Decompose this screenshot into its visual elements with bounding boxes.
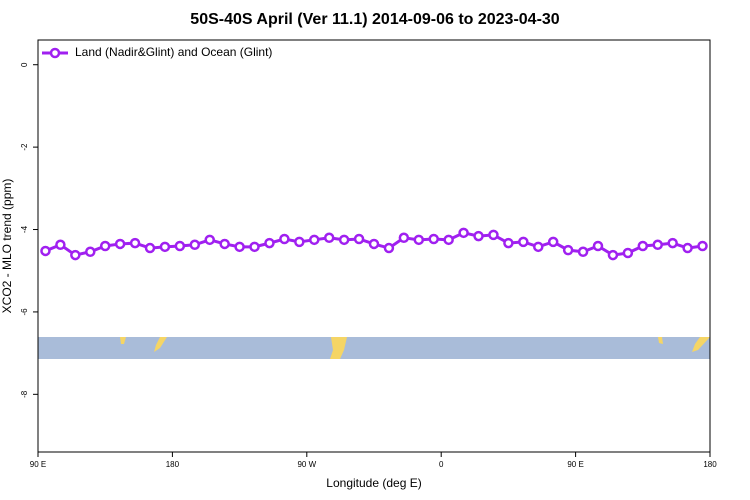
data-point (294, 236, 305, 248)
data-point (144, 242, 156, 254)
data-point (55, 239, 66, 251)
data-point (697, 240, 708, 252)
data-point (503, 237, 514, 249)
data-point (189, 239, 201, 251)
data-point (114, 238, 126, 250)
data-point (99, 240, 111, 252)
data-point (129, 237, 141, 249)
data-point (473, 230, 484, 242)
data-point (488, 229, 499, 241)
x-tick-label: 180 (166, 460, 180, 469)
data-point (368, 238, 380, 250)
legend-marker (49, 47, 61, 59)
data-point (85, 246, 96, 258)
y-tick-label: -8 (20, 390, 29, 398)
data-point (413, 234, 425, 246)
data-point (383, 242, 395, 254)
data-point (518, 236, 529, 248)
y-axis-label: XCO2 - MLO trend (ppm) (0, 179, 14, 314)
data-point (204, 234, 215, 246)
x-tick-label: 90 W (297, 460, 316, 469)
y-tick-label: -4 (20, 225, 29, 233)
data-point (40, 245, 51, 257)
data-point (667, 237, 678, 249)
x-axis-label: Longitude (deg E) (326, 476, 421, 490)
data-point (577, 246, 589, 258)
data-point (637, 240, 649, 252)
x-tick-label: 180 (703, 460, 717, 469)
data-point (159, 241, 171, 253)
data-point (592, 240, 604, 252)
plot-frame (37, 39, 711, 453)
data-point (652, 239, 663, 251)
data-point (249, 241, 260, 253)
data-point (428, 233, 439, 245)
x-tick-label: 90 E (30, 460, 46, 469)
y-tick-label: -2 (20, 143, 29, 151)
land-ocean-strip (38, 337, 710, 359)
data-point (607, 249, 619, 261)
data-point (458, 227, 469, 239)
legend-label: Land (Nadir&Glint) and Ocean (Glint) (75, 45, 272, 59)
x-tick-label: 0 (439, 460, 444, 469)
data-point (309, 234, 320, 246)
data-point (264, 237, 275, 249)
data-point (70, 249, 81, 261)
data-point (622, 247, 634, 259)
x-tick-label: 90 E (567, 460, 583, 469)
data-point (279, 233, 290, 245)
data-point (338, 234, 350, 246)
data-point (353, 233, 365, 245)
data-point (533, 241, 544, 253)
data-point (323, 232, 335, 244)
data-point (219, 238, 230, 250)
data-point (234, 241, 245, 253)
data-point (443, 234, 454, 246)
data-point (682, 242, 693, 254)
y-tick-label: 0 (20, 62, 29, 67)
data-point (547, 236, 559, 248)
y-tick-label: -6 (20, 308, 29, 316)
data-point (562, 244, 574, 256)
chart-title: 50S-40S April (Ver 11.1) 2014-09-06 to 2… (190, 11, 560, 28)
data-point (174, 240, 186, 252)
data-point (398, 232, 410, 244)
